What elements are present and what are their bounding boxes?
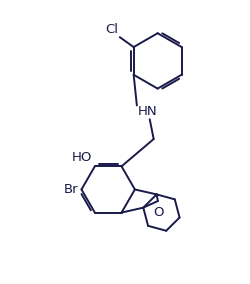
Text: O: O <box>154 206 164 219</box>
Text: HN: HN <box>138 105 158 118</box>
Text: Cl: Cl <box>105 23 118 36</box>
Text: Br: Br <box>64 183 78 196</box>
Text: HO: HO <box>72 151 92 164</box>
